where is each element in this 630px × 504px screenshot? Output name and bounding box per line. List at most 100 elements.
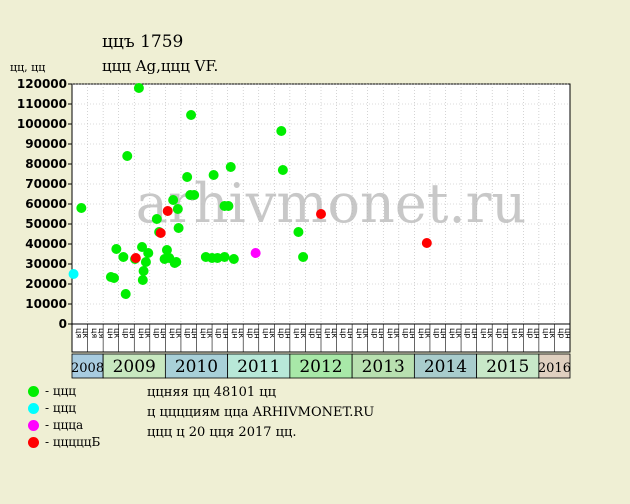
y-tick-label: 30000 (25, 257, 67, 271)
y-tick-label: 40000 (25, 237, 67, 251)
month-label: цк (392, 328, 401, 338)
average-price-text: ццняя цц 48101 цц (147, 385, 276, 400)
year-label: 2008 (71, 361, 104, 376)
legend-dot-icon (28, 419, 39, 431)
legend-dot-icon (28, 436, 39, 448)
legend-label: - ццц (45, 384, 77, 398)
data-point (68, 269, 79, 279)
source-text: ц цццциям цца ARHIVMONET.RU (147, 405, 375, 420)
month-label: цр (557, 328, 566, 339)
y-tick-label: 120000 (17, 77, 67, 91)
y-tick-label: 110000 (17, 97, 67, 111)
data-point (138, 266, 149, 276)
year-cell (538, 353, 571, 379)
year-cell (351, 353, 415, 379)
year-label: 2009 (113, 357, 156, 377)
month-label: цр (495, 328, 504, 339)
month-label: цк (175, 328, 184, 338)
data-point (118, 252, 129, 262)
month-label: цн (128, 328, 137, 339)
month-label: цн (221, 328, 230, 339)
month-label: цн (479, 328, 488, 339)
year-cell (71, 353, 104, 379)
year-label: 2016 (538, 361, 571, 376)
data-point (140, 257, 151, 267)
legend-item: - ццц (28, 400, 100, 416)
month-label: цк (143, 328, 152, 338)
month-label: цр (121, 328, 130, 339)
year-label: 2011 (237, 357, 280, 377)
data-point (168, 195, 179, 205)
month-label: цн (501, 328, 510, 339)
chart-title: ццъ 1759 (102, 32, 184, 52)
data-point (293, 227, 304, 237)
data-point (155, 228, 166, 238)
month-label: цн (510, 328, 519, 339)
data-point (225, 162, 236, 172)
month-label: цр (152, 328, 161, 339)
month-label: цк (330, 328, 339, 338)
year-label: 2014 (424, 357, 467, 377)
month-label: цр (464, 328, 473, 339)
y-tick-label: 100000 (17, 117, 67, 131)
month-label: цк (268, 328, 277, 338)
y-tick-label: 0 (59, 317, 67, 331)
y-tick-label: 20000 (25, 277, 67, 291)
data-point (172, 204, 183, 214)
y-tick-label: 60000 (25, 197, 67, 211)
month-label: цн (386, 328, 395, 339)
data-point (133, 83, 144, 93)
data-point (219, 252, 230, 262)
month-label: цн (439, 328, 448, 339)
data-point (276, 126, 287, 136)
month-label: цн (408, 328, 417, 339)
month-label: цк (237, 328, 246, 338)
month-label: цн (261, 328, 270, 339)
month-label: цн (542, 328, 551, 339)
y-tick-label: 90000 (25, 137, 67, 151)
month-label: цн (230, 328, 239, 339)
legend-dot-icon (28, 385, 39, 397)
month-label: цр (215, 328, 224, 339)
month-label: цр (370, 328, 379, 339)
data-point (130, 253, 141, 263)
month-label: цк (486, 328, 495, 338)
year-cell (476, 353, 540, 379)
month-label: цн (564, 328, 573, 339)
month-label: цн (199, 328, 208, 339)
data-point (161, 245, 172, 255)
data-point (151, 214, 162, 224)
month-label: цн (533, 328, 542, 339)
month-label: цн (106, 328, 115, 339)
y-tick-label: 50000 (25, 217, 67, 231)
data-point (111, 244, 122, 254)
month-label: цн (377, 328, 386, 339)
month-label: цн (252, 328, 261, 339)
month-label: цк (548, 328, 557, 338)
month-label: цр (308, 328, 317, 339)
data-point (143, 248, 154, 258)
month-label: цр (277, 328, 286, 339)
year-label: 2012 (299, 357, 342, 377)
data-point (421, 238, 432, 248)
month-label: ця (75, 328, 84, 338)
data-point (189, 190, 200, 200)
data-point (137, 275, 148, 285)
month-label: цн (355, 328, 364, 339)
month-label: цн (159, 328, 168, 339)
year-label: 2013 (362, 357, 405, 377)
month-label: цк (112, 328, 121, 338)
legend-item: - ццца (28, 417, 100, 433)
chart-subtitle: ццц Ag,ццц VF. (102, 57, 219, 75)
month-label: цк (81, 328, 90, 338)
month-label: цр (401, 328, 410, 339)
month-label: цр (184, 328, 193, 339)
month-label: цн (324, 328, 333, 339)
month-label: цн (168, 328, 177, 339)
month-label: цн (190, 328, 199, 339)
data-point (120, 289, 131, 299)
month-label: цн (137, 328, 146, 339)
data-point (162, 206, 173, 216)
